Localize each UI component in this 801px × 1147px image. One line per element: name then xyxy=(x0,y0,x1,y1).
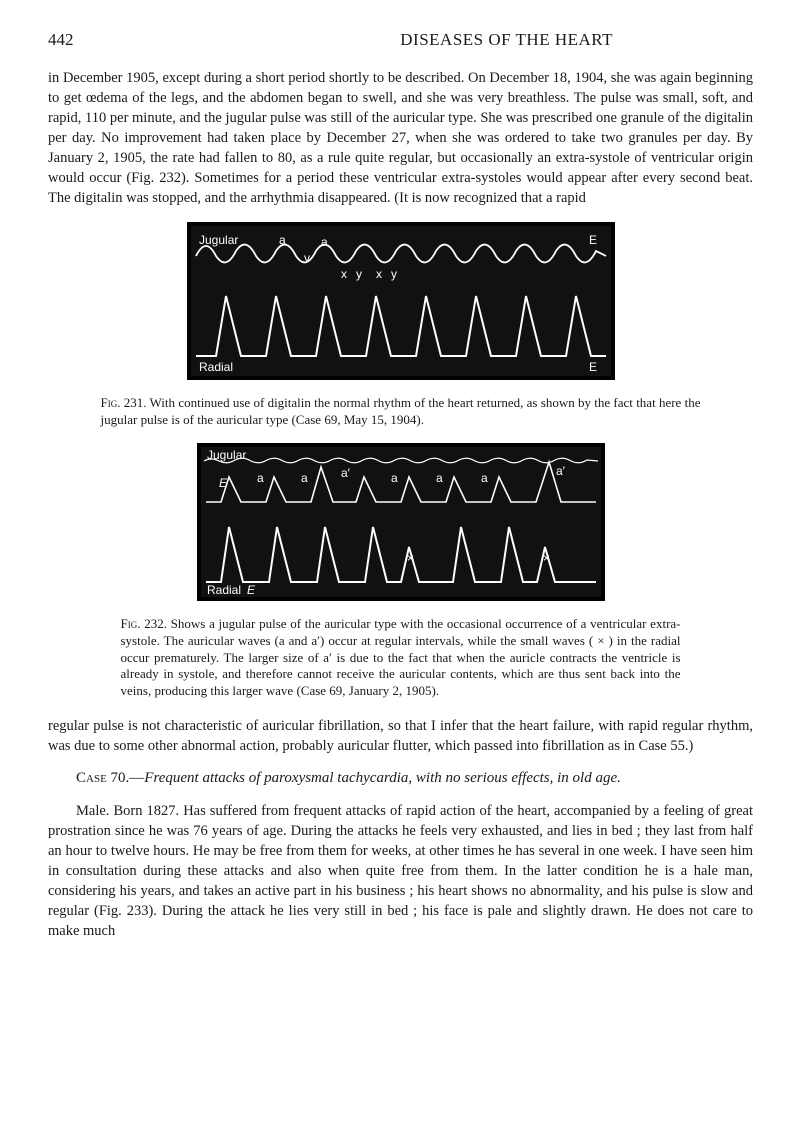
paragraph-3: Male. Born 1827. Has suffered from frequ… xyxy=(48,801,753,941)
label-radial-232: Radial xyxy=(207,583,241,597)
label-x: x xyxy=(341,267,347,281)
paragraph-2: regular pulse is not characteristic of a… xyxy=(48,716,753,756)
page-title: DISEASES OF THE HEART xyxy=(400,30,613,50)
label-x-232b: × xyxy=(543,551,550,565)
caption-lead-232: Fig. 232. xyxy=(121,616,167,631)
label-a-232e: a xyxy=(481,471,488,485)
caption-lead-231: Fig. 231. xyxy=(101,395,147,410)
label-x-232a: × xyxy=(407,551,414,565)
page-header: 442 DISEASES OF THE HEART xyxy=(48,30,753,50)
label-a: a xyxy=(279,233,286,247)
case-title: Frequent attacks of paroxysmal tachycard… xyxy=(144,770,621,786)
label-E1: E xyxy=(589,233,597,247)
caption-text-231: With continued use of digitalin the norm… xyxy=(101,395,701,427)
label-jugular-232: Jugular xyxy=(207,448,246,462)
label-a2: a xyxy=(321,235,328,249)
figure-232-caption: Fig. 232. Shows a jugular pulse of the a… xyxy=(121,616,681,700)
label-ap-232a: a′ xyxy=(341,466,351,480)
figure-232: Jugular Radial E a a a′ a a a a′ E × × xyxy=(48,443,753,602)
page-number: 442 xyxy=(48,30,74,50)
caption-text-232: Shows a jugular pulse of the auricular t… xyxy=(121,616,681,699)
figure-231-image: Jugular Radial a a v x y x y E E xyxy=(187,222,615,380)
label-E2: E xyxy=(589,360,597,374)
label-x2: x xyxy=(376,267,382,281)
label-y2: y xyxy=(391,267,397,281)
label-v: v xyxy=(304,251,310,265)
label-y: y xyxy=(356,267,362,281)
figure-232-image: Jugular Radial E a a a′ a a a a′ E × × xyxy=(197,443,605,601)
case-heading: Case 70.—Frequent attacks of paroxysmal … xyxy=(48,768,753,789)
label-a-232d: a xyxy=(436,471,443,485)
label-E2-232: E xyxy=(247,583,256,597)
paragraph-1: in December 1905, except during a short … xyxy=(48,68,753,208)
label-E-232: E xyxy=(219,476,228,490)
figure-231-caption: Fig. 231. With continued use of digitali… xyxy=(101,395,701,429)
label-radial: Radial xyxy=(199,360,233,374)
label-a-232c: a xyxy=(391,471,398,485)
figure-231: Jugular Radial a a v x y x y E E xyxy=(48,222,753,381)
label-jugular: Jugular xyxy=(199,233,238,247)
case-label: Case 70.— xyxy=(76,770,144,786)
label-a-232a: a xyxy=(257,471,264,485)
label-a-232b: a xyxy=(301,471,308,485)
label-ap-232b: a′ xyxy=(556,464,566,478)
